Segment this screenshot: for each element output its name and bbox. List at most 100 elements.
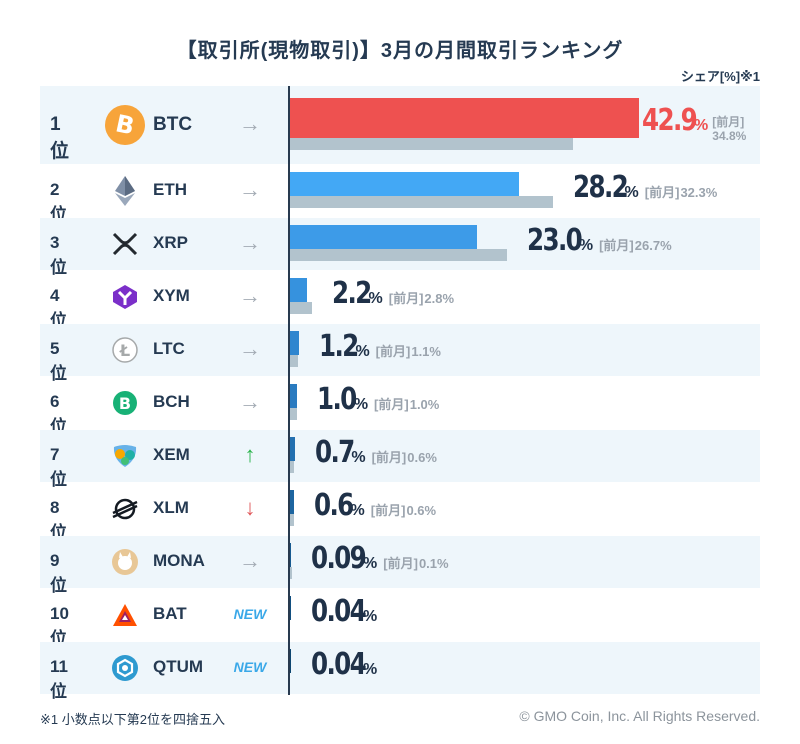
previous-month-label: [前月]: [374, 397, 409, 412]
bitcoin-icon: B: [103, 103, 147, 147]
previous-month-value: 2.8%: [424, 291, 455, 306]
copyright: © GMO Coin, Inc. All Rights Reserved.: [519, 708, 760, 724]
svg-text:B: B: [119, 394, 131, 413]
share-bar-current: [289, 331, 299, 355]
share-bar-current: [289, 596, 291, 620]
symbol-label: XYM: [153, 286, 190, 305]
share-bar-previous: [289, 355, 298, 367]
value-label-group: 42.9% [前月] 34.8%: [642, 103, 746, 147]
previous-month-value: 0.1%: [418, 556, 449, 571]
percent-sign: %: [353, 396, 369, 413]
trend-same-arrow-icon: →: [239, 548, 261, 573]
trend-up-arrow-icon: ↑: [244, 442, 256, 467]
share-bar-current: [289, 649, 291, 673]
share-bar-current: [289, 278, 307, 302]
ethereum-icon: [103, 169, 147, 213]
symbol-label: XRP: [153, 233, 188, 252]
symbol-label: XEM: [153, 445, 190, 464]
rank-label: 11位: [50, 657, 68, 701]
percent-sign: %: [350, 502, 365, 519]
percent-sign: %: [694, 117, 709, 134]
share-value: 0.09: [311, 541, 367, 576]
previous-month-value: 1.0%: [409, 397, 440, 412]
percent-sign: %: [351, 449, 366, 466]
trend-new-badge: NEW: [233, 659, 267, 675]
previous-month-value: 0.6%: [407, 450, 437, 465]
trend-same-arrow-icon: →: [239, 389, 261, 414]
symbol-label: BCH: [153, 392, 190, 411]
value-label-group: 0.09% [前月] 0.1%: [311, 541, 449, 576]
bat-icon: [103, 593, 147, 637]
bitcoin-cash-icon: B: [103, 381, 147, 425]
share-value: 1.2: [318, 329, 359, 364]
symbol-label: BTC: [153, 114, 193, 135]
share-value: 42.9: [642, 103, 698, 138]
previous-month-number: 34.8%: [712, 129, 747, 143]
value-label-group: 23.0% [前月] 26.7%: [527, 223, 672, 258]
share-bar-previous: [289, 408, 298, 420]
share-value: 28.2: [572, 170, 629, 205]
previous-month-label: [前月]: [388, 291, 424, 306]
previous-month-label: [前月]: [371, 450, 407, 465]
share-bar-current: [289, 172, 520, 196]
share-bar-current: [289, 225, 477, 249]
share-bar-previous: [289, 567, 292, 579]
share-bar-current: [289, 384, 298, 408]
share-bar-previous: [289, 302, 312, 314]
percent-sign: %: [355, 343, 370, 360]
value-label-group: 28.2% [前月] 32.3%: [573, 170, 718, 205]
previous-month-value: [前月] 34.8%: [712, 115, 746, 143]
symbol-label: LTC: [153, 339, 185, 358]
previous-month-value: 26.7%: [634, 238, 672, 253]
trend-same-arrow-icon: →: [239, 283, 261, 308]
litecoin-icon: Ł: [103, 328, 147, 372]
trend-same-arrow-icon: →: [239, 230, 261, 255]
share-value: 0.04: [311, 647, 367, 682]
value-label-group: 0.04%: [311, 647, 377, 682]
rank-label: 9位: [50, 551, 67, 595]
bar-axis: [288, 86, 290, 695]
share-bar-previous: [289, 514, 294, 526]
symbol-label: QTUM: [153, 657, 204, 676]
rank-label: 3位: [50, 233, 67, 277]
share-bar-current: [289, 490, 294, 514]
previous-month-label: [前月]: [383, 556, 418, 571]
stellar-icon: [103, 487, 147, 531]
symbol-icon: [103, 275, 147, 319]
symbol-label: XLM: [153, 498, 189, 517]
share-value: 0.6: [313, 488, 354, 523]
qtum-icon: [103, 646, 147, 690]
row-background: [40, 642, 760, 694]
percent-sign: %: [624, 184, 639, 201]
percent-sign: %: [368, 290, 383, 307]
symbol-label: BAT: [153, 604, 187, 623]
row-background: [40, 324, 760, 376]
trend-same-arrow-icon: →: [239, 336, 261, 361]
previous-month-value: 1.1%: [411, 344, 441, 359]
trend-same-arrow-icon: →: [239, 111, 261, 136]
previous-month-label: [前月]: [712, 115, 745, 129]
rank-label: 5位: [50, 339, 67, 383]
previous-month-label: [前月]: [375, 344, 411, 359]
rank-label: 1位: [50, 114, 70, 162]
previous-month-label: [前月]: [370, 503, 406, 518]
percent-sign: %: [363, 555, 378, 572]
xrp-icon: [103, 222, 147, 266]
share-value: 23.0: [526, 223, 583, 258]
nem-icon: [103, 434, 147, 478]
svg-text:Ł: Ł: [119, 341, 130, 360]
symbol-label: ETH: [153, 180, 187, 199]
row-background: [40, 430, 760, 482]
trend-down-arrow-icon: ↓: [244, 495, 256, 520]
trend-new-badge: NEW: [233, 606, 267, 622]
share-value: 1.0: [317, 382, 357, 417]
previous-month-value: 32.3%: [680, 185, 718, 200]
trend-same-arrow-icon: →: [239, 177, 261, 202]
value-label-group: 1.2% [前月] 1.1%: [319, 329, 441, 364]
share-bar-current: [289, 437, 295, 461]
share-value: 0.04: [311, 594, 367, 629]
value-label-group: 1.0% [前月] 1.0%: [317, 382, 439, 417]
value-label-group: 0.7% [前月] 0.6%: [315, 435, 437, 470]
percent-sign: %: [363, 608, 378, 625]
percent-sign: %: [578, 237, 594, 254]
